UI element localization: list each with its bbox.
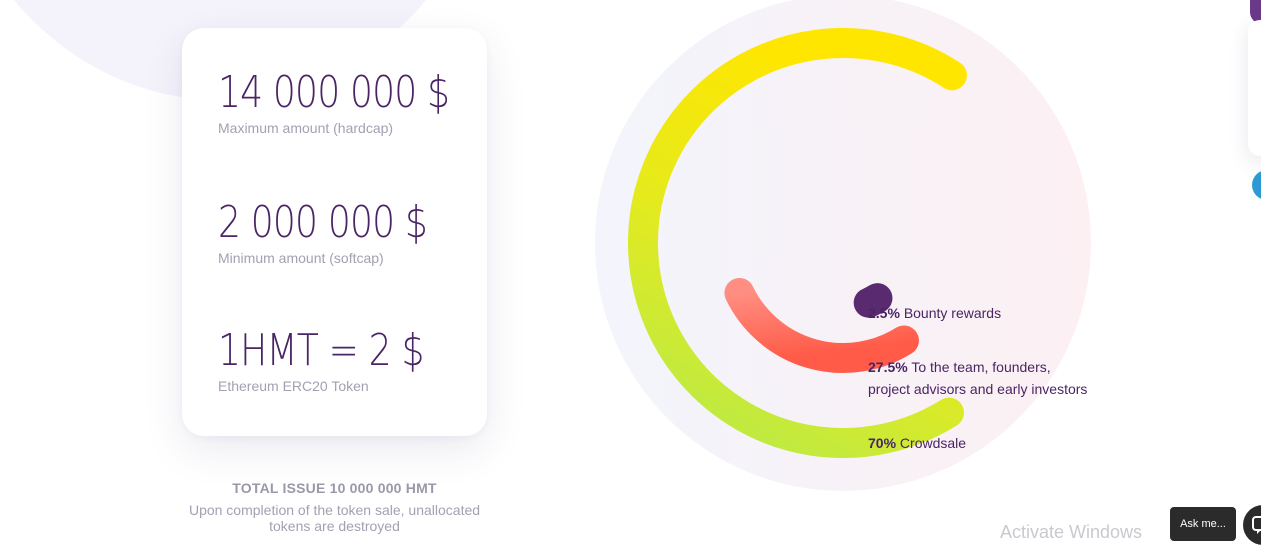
- softcap-label: Minimum amount (softcap): [218, 250, 384, 266]
- legend-bounty-percent: 2.5%: [868, 305, 900, 321]
- side-circle-button[interactable]: [1252, 170, 1261, 200]
- softcap-stat: 2 000 000 $ Minimum amount (softcap): [218, 197, 473, 267]
- legend-team-percent: 27.5%: [868, 359, 908, 375]
- chart-background-circle: [595, 0, 1091, 491]
- legend-bounty: 2.5% Bounty rewards: [868, 302, 1001, 324]
- hardcap-label: Maximum amount (hardcap): [218, 120, 394, 136]
- softcap-value: 2 000 000 $: [218, 197, 428, 248]
- legend-team: 27.5% To the team, founders, project adv…: [868, 356, 1087, 400]
- team-arc: [724, 277, 919, 373]
- total-issue-title: TOTAL ISSUE 10 000 000 HMT: [232, 480, 437, 496]
- token-price-stat: 1HMT = 2 $ Ethereum ERC20 Token: [218, 325, 469, 395]
- token-standard-label: Ethereum ERC20 Token: [218, 378, 369, 394]
- legend-crowdsale: 70% Crowdsale: [868, 432, 966, 454]
- legend-team-label-line2: project advisors and early investors: [868, 381, 1088, 397]
- legend-crowdsale-percent: 70%: [868, 435, 897, 451]
- activate-windows-watermark: Activate Windows: [1000, 522, 1143, 542]
- token-price-value: 1HMT = 2 $: [218, 325, 424, 376]
- legend-bounty-label: Bounty rewards: [903, 305, 1002, 321]
- crowdsale-arc: [628, 28, 967, 458]
- ask-me-tooltip[interactable]: Ask me...: [1170, 507, 1236, 541]
- side-panel-edge[interactable]: [1248, 20, 1261, 156]
- funding-stats-card: 14 000 000 $ Maximum amount (hardcap) 2 …: [182, 28, 487, 436]
- edge-decoration: [1250, 0, 1261, 24]
- hardcap-stat: 14 000 000 $ Maximum amount (hardcap): [218, 67, 500, 137]
- hardcap-value: 14 000 000 $: [218, 67, 450, 118]
- chat-button[interactable]: [1243, 505, 1261, 545]
- legend-crowdsale-label: Crowdsale: [899, 435, 967, 451]
- legend-team-label: To the team, founders,: [911, 359, 1051, 375]
- total-issue-description: Upon completion of the token sale, unall…: [188, 502, 481, 534]
- chat-icon: [1252, 516, 1261, 534]
- total-issue-block: TOTAL ISSUE 10 000 000 HMT Upon completi…: [182, 480, 487, 534]
- bounty-arc: [853, 283, 893, 318]
